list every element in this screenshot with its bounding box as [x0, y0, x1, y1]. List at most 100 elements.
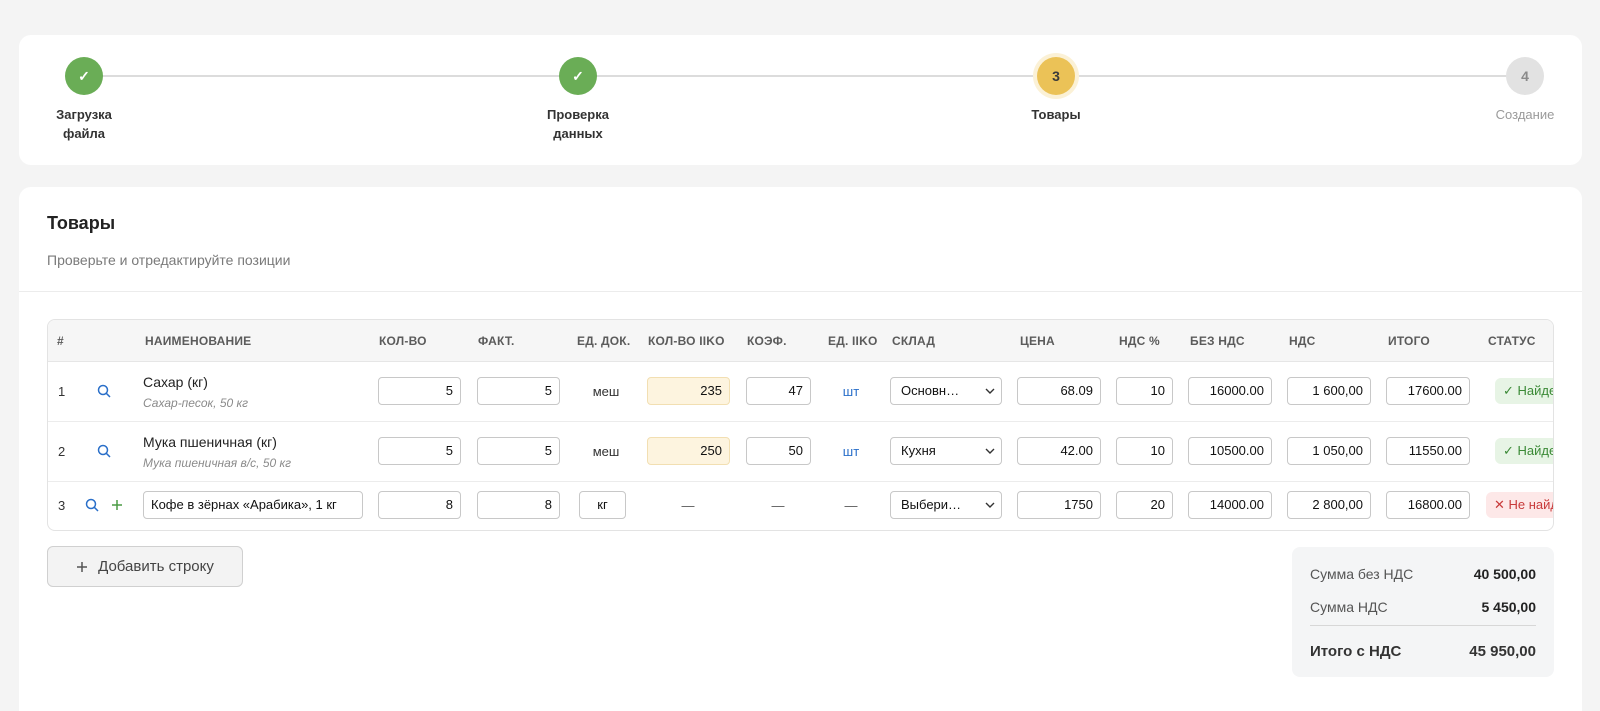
- warehouse-select[interactable]: Основн…: [890, 377, 1002, 405]
- unit-iiko-link[interactable]: шт: [842, 384, 860, 399]
- step-create: 4 Создание: [1465, 57, 1585, 124]
- no-vat-input[interactable]: 14000.00: [1188, 491, 1272, 519]
- vat-input[interactable]: 2 800,00: [1287, 491, 1371, 519]
- step-upload: ✓ Загрузка файла: [24, 57, 144, 143]
- coef-input[interactable]: 50: [746, 437, 811, 465]
- plus-icon: [77, 561, 88, 572]
- step-label: данных: [553, 126, 603, 141]
- goods-table: # НАИМЕНОВАНИЕ КОЛ-ВО ФАКТ. ЕД. ДОК. КОЛ…: [47, 319, 1554, 531]
- step-circle-pending: 4: [1506, 57, 1544, 95]
- qty-iiko-input[interactable]: 250: [647, 437, 730, 465]
- qty-input[interactable]: 8: [378, 491, 461, 519]
- sum-vat-row: Сумма НДС 5 450,00: [1310, 599, 1536, 615]
- sum-vat-label: Сумма НДС: [1310, 599, 1388, 615]
- card-header: Товары Проверьте и отредактируйте позици…: [19, 187, 1582, 292]
- qty-input[interactable]: 5: [378, 437, 461, 465]
- coef-input[interactable]: 47: [746, 377, 811, 405]
- warehouse-select[interactable]: Выбери…: [890, 491, 1002, 519]
- search-icon[interactable]: [83, 496, 101, 514]
- col-vat-pct: НДС %: [1119, 334, 1160, 348]
- row-number: 1: [58, 384, 66, 399]
- status-badge: ✓ Найде: [1495, 438, 1553, 464]
- col-qty: КОЛ-ВО: [379, 334, 427, 348]
- col-coef: КОЭФ.: [747, 334, 787, 348]
- totals-divider: [1310, 625, 1536, 626]
- step-circle-active: 3: [1037, 57, 1075, 95]
- stepper-line: [84, 75, 1522, 77]
- total-with-vat-value: 45 950,00: [1469, 643, 1536, 660]
- step-circle-done: ✓: [65, 57, 103, 95]
- col-status: СТАТУС: [1488, 334, 1536, 348]
- table-row: 3 Кофе в зёрнах «Арабика», 1 кг 8 8 кг —…: [48, 482, 1553, 530]
- step-goods: 3 Товары: [996, 57, 1116, 124]
- add-row-label: Добавить строку: [98, 558, 214, 575]
- step-number: 3: [1052, 68, 1060, 84]
- col-fact: ФАКТ.: [478, 334, 515, 348]
- goods-card: Товары Проверьте и отредактируйте позици…: [19, 187, 1582, 711]
- add-row-button[interactable]: Добавить строку: [47, 546, 243, 587]
- price-input[interactable]: 42.00: [1017, 437, 1101, 465]
- no-vat-input[interactable]: 16000.00: [1188, 377, 1272, 405]
- check-icon: ✓: [78, 67, 90, 84]
- col-name: НАИМЕНОВАНИЕ: [145, 334, 252, 348]
- unit-doc: меш: [592, 444, 620, 459]
- sum-vat-value: 5 450,00: [1481, 599, 1537, 615]
- unit-iiko-empty: —: [844, 498, 858, 513]
- fact-input[interactable]: 5: [477, 437, 560, 465]
- sum-no-vat-row: Сумма без НДС 40 500,00: [1310, 566, 1536, 582]
- step-label: Проверка: [547, 107, 609, 122]
- unit-doc-input[interactable]: кг: [579, 491, 626, 519]
- check-icon: ✓: [572, 67, 584, 84]
- col-no-vat: БЕЗ НДС: [1190, 334, 1245, 348]
- item-name: Мука пшеничная (кг): [143, 434, 277, 450]
- warehouse-value: Основн…: [901, 383, 960, 398]
- unit-iiko-link[interactable]: шт: [842, 444, 860, 459]
- unit-doc: меш: [592, 384, 620, 399]
- vat-pct-input[interactable]: 20: [1116, 491, 1173, 519]
- item-name: Сахар (кг): [143, 374, 208, 390]
- col-qty-iiko: КОЛ-ВО IIKO: [648, 334, 725, 348]
- stepper: ✓ Загрузка файла ✓ Проверка данных 3 Тов…: [19, 35, 1582, 165]
- total-with-vat-label: Итого с НДС: [1310, 643, 1402, 660]
- page-title: Товары: [47, 213, 116, 233]
- price-input[interactable]: 1750: [1017, 491, 1101, 519]
- qty-input[interactable]: 5: [378, 377, 461, 405]
- warehouse-select[interactable]: Кухня: [890, 437, 1002, 465]
- warehouse-value: Выбери…: [901, 497, 962, 512]
- status-badge: ✓ Найде: [1495, 378, 1553, 404]
- total-input[interactable]: 11550.00: [1386, 437, 1470, 465]
- item-name-block: Сахар (кг) Сахар-песок, 50 кг: [143, 374, 248, 410]
- step-label: Загрузка: [56, 107, 112, 122]
- fact-input[interactable]: 8: [477, 491, 560, 519]
- no-vat-input[interactable]: 10500.00: [1188, 437, 1272, 465]
- item-name-input[interactable]: Кофе в зёрнах «Арабика», 1 кг: [143, 491, 363, 519]
- vat-input[interactable]: 1 600,00: [1287, 377, 1371, 405]
- warehouse-value: Кухня: [901, 443, 936, 458]
- step-label: Товары: [1031, 107, 1081, 122]
- total-with-vat-row: Итого с НДС 45 950,00: [1310, 643, 1536, 660]
- search-icon[interactable]: [95, 382, 113, 400]
- vat-pct-input[interactable]: 10: [1116, 437, 1173, 465]
- status-badge: ✕ Не найд: [1486, 492, 1553, 518]
- item-name-block: Мука пшеничная (кг) Мука пшеничная в/с, …: [143, 434, 291, 470]
- total-input[interactable]: 17600.00: [1386, 377, 1470, 405]
- search-icon[interactable]: [95, 442, 113, 460]
- step-circle-done: ✓: [559, 57, 597, 95]
- col-total: ИТОГО: [1388, 334, 1430, 348]
- step-label: Создание: [1495, 107, 1555, 122]
- plus-icon[interactable]: [108, 496, 126, 514]
- total-input[interactable]: 16800.00: [1386, 491, 1470, 519]
- col-vat: НДС: [1289, 334, 1316, 348]
- chevron-down-icon: [985, 502, 995, 508]
- qty-iiko-input[interactable]: 235: [647, 377, 730, 405]
- vat-pct-input[interactable]: 10: [1116, 377, 1173, 405]
- step-number: 4: [1521, 68, 1529, 84]
- step-validate: ✓ Проверка данных: [518, 57, 638, 143]
- sum-no-vat-label: Сумма без НДС: [1310, 566, 1414, 582]
- vat-input[interactable]: 1 050,00: [1287, 437, 1371, 465]
- row-number: 3: [58, 498, 66, 513]
- fact-input[interactable]: 5: [477, 377, 560, 405]
- col-unit-iiko: ЕД. IIKO: [828, 334, 878, 348]
- coef-empty: —: [771, 498, 785, 513]
- price-input[interactable]: 68.09: [1017, 377, 1101, 405]
